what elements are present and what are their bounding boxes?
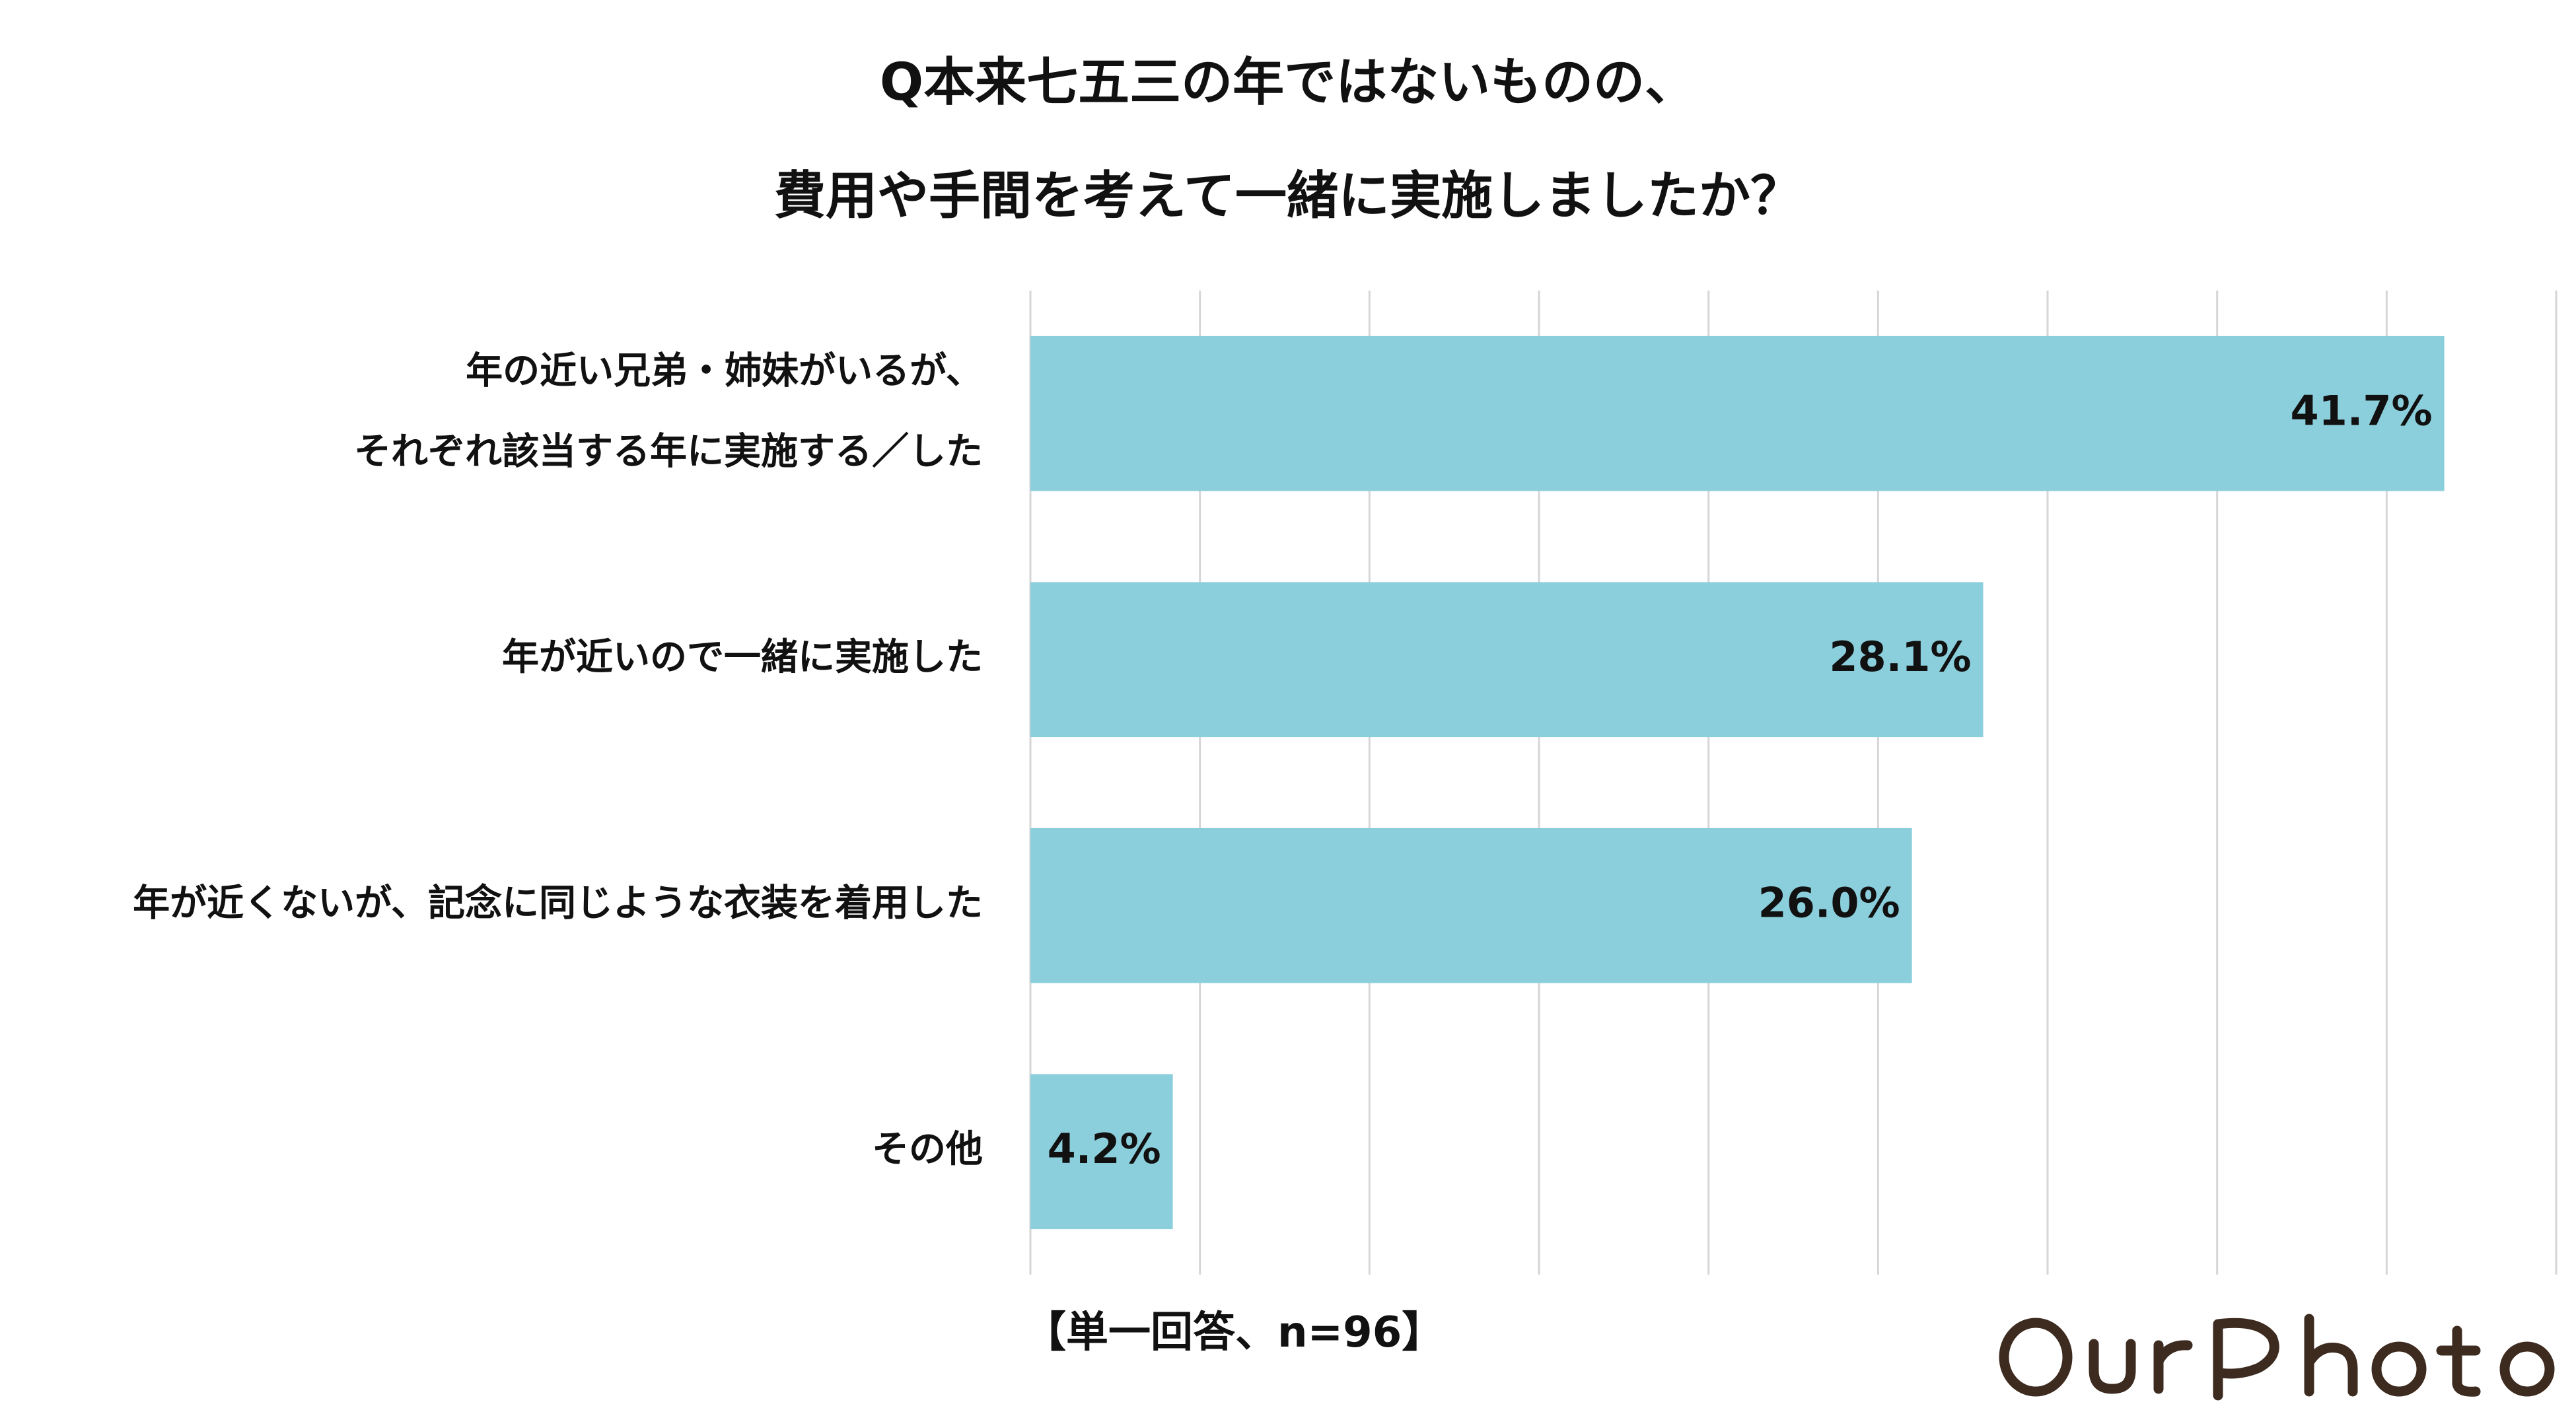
value-label: 4.2%	[1048, 1125, 1161, 1173]
bar	[1030, 1074, 1173, 1230]
value-label: 26.0%	[1758, 878, 1900, 927]
bar	[1030, 582, 1984, 738]
category-label: 年が近いので一緒に実施した	[502, 636, 983, 679]
ourphoto-logo	[1999, 1314, 2555, 1401]
chart-title-line-2: 費用や手間を考えて一緒に実施しましたか？	[773, 166, 1803, 226]
category-label: 年が近くないが、記念に同じような衣装を着用した	[133, 882, 983, 925]
category-label: それぞれ該当する年に実施する／した	[354, 430, 983, 473]
value-label: 41.7%	[2291, 386, 2433, 435]
sample-size-note: 【単一回答、n=96】	[1024, 1308, 1445, 1357]
category-label: 年の近い兄弟・姉妹がいるが、	[466, 349, 983, 392]
value-labels: 41.7% 28.1% 26.0% 4.2%	[1048, 386, 2433, 1173]
bar	[1030, 335, 2445, 491]
bars	[1030, 335, 2445, 1230]
bar	[1030, 828, 1912, 983]
chart-title-line-1: Q本来七五三の年ではないものの、	[879, 53, 1697, 112]
category-label: その他	[872, 1128, 983, 1171]
value-label: 28.1%	[1829, 633, 1971, 681]
category-labels: 年の近い兄弟・姉妹がいるが、それぞれ該当する年に実施する／した年が近いので一緒に…	[133, 349, 983, 1171]
